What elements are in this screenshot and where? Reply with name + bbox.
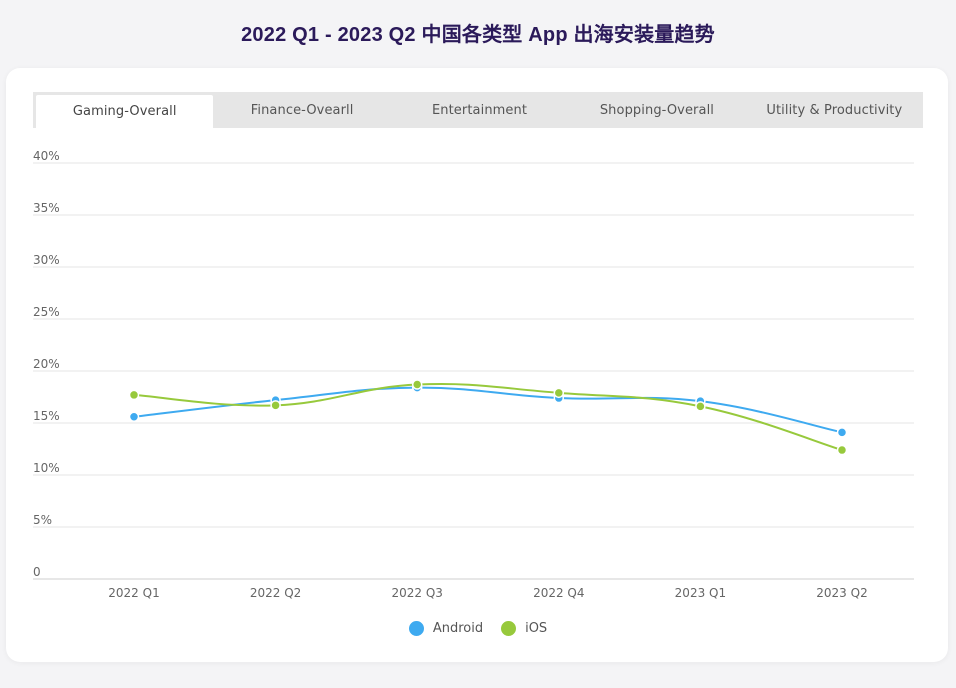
y-tick-label: 25% — [33, 305, 60, 319]
tab-gaming-overall[interactable]: Gaming-Overall — [36, 95, 214, 128]
x-tick-label: 2023 Q2 — [816, 586, 867, 600]
x-tick-label: 2022 Q4 — [533, 586, 584, 600]
data-point-ios — [553, 387, 565, 399]
legend-item-ios[interactable]: iOS — [501, 621, 547, 636]
y-tick-label: 35% — [33, 201, 60, 215]
series-line-android — [133, 386, 843, 434]
chart-card — [6, 68, 948, 662]
data-point-ios — [270, 400, 281, 411]
x-tick-label: 2022 Q1 — [108, 586, 159, 600]
legend-dot-ios — [501, 621, 517, 636]
y-tick-label: 10% — [33, 461, 60, 475]
y-tick-label: 5% — [33, 513, 52, 527]
y-tick-label: 15% — [33, 409, 60, 423]
tab-shopping-overall[interactable]: Shopping-Overall — [599, 102, 714, 118]
tab-finance-overall[interactable]: Finance-Ovearll — [250, 102, 354, 118]
y-tick-label: 0 — [33, 565, 41, 579]
data-point-android — [836, 427, 848, 438]
legend-item-android[interactable]: Android — [408, 621, 484, 636]
chart-legend: Android iOS — [0, 621, 956, 636]
legend-dot-android — [408, 621, 424, 636]
y-tick-label: 40% — [33, 149, 60, 163]
data-point-android — [128, 411, 140, 423]
page-title: 2022 Q1 - 2023 Q2 中国各类型 App 出海安装量趋势 — [241, 24, 715, 46]
data-point-ios — [411, 379, 423, 390]
tab-utility-productivity[interactable]: Utility & Productivity — [766, 102, 903, 118]
category-tabs: Gaming-Overall Finance-Ovearll Entertain… — [33, 92, 923, 128]
y-tick-label: 30% — [33, 253, 60, 267]
series-line-ios — [133, 382, 843, 451]
data-point-ios — [128, 389, 140, 401]
y-tick-label: 20% — [33, 357, 60, 371]
legend-label-ios: iOS — [525, 621, 548, 636]
legend-label-android: Android — [432, 621, 484, 636]
x-tick-label: 2023 Q1 — [675, 586, 726, 600]
data-point-ios — [836, 444, 848, 456]
x-tick-label: 2022 Q2 — [250, 586, 301, 600]
data-point-ios — [695, 401, 706, 412]
x-tick-label: 2022 Q3 — [391, 586, 442, 600]
tab-entertainment[interactable]: Entertainment — [431, 102, 528, 118]
